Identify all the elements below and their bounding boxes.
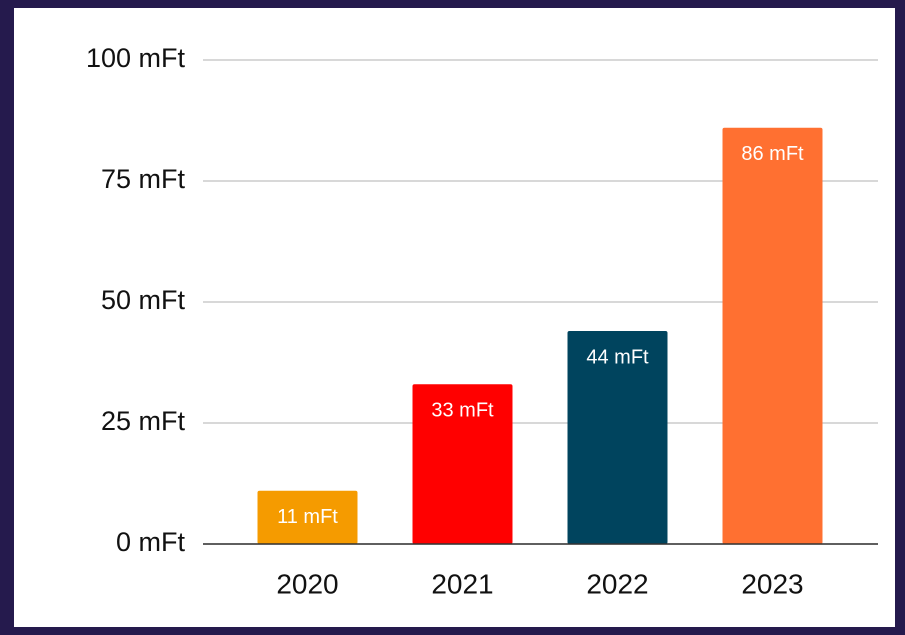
x-tick-label: 2023 — [741, 568, 803, 599]
data-label: 11 mFt — [277, 506, 338, 528]
y-tick-label: 100 mFt — [86, 43, 186, 73]
y-tick-label: 75 mFt — [101, 164, 186, 194]
y-tick-label: 0 mFt — [116, 527, 186, 557]
x-tick-label: 2020 — [276, 568, 338, 599]
bar — [722, 127, 823, 544]
x-tick-label: 2022 — [586, 568, 648, 599]
bar — [257, 490, 358, 544]
bar — [412, 384, 513, 544]
data-label: 86 mFt — [741, 143, 804, 165]
bar — [567, 331, 668, 544]
y-tick-label: 25 mFt — [101, 406, 186, 436]
data-label: 33 mFt — [431, 400, 494, 422]
data-label: 44 mFt — [586, 346, 649, 368]
x-tick-label: 2021 — [431, 568, 493, 599]
y-tick-label: 50 mFt — [101, 285, 186, 315]
chart: 0 mFt 25 mFt 50 mFt 75 mFt 100 mFt 2020 11 mFt… — [14, 8, 895, 627]
